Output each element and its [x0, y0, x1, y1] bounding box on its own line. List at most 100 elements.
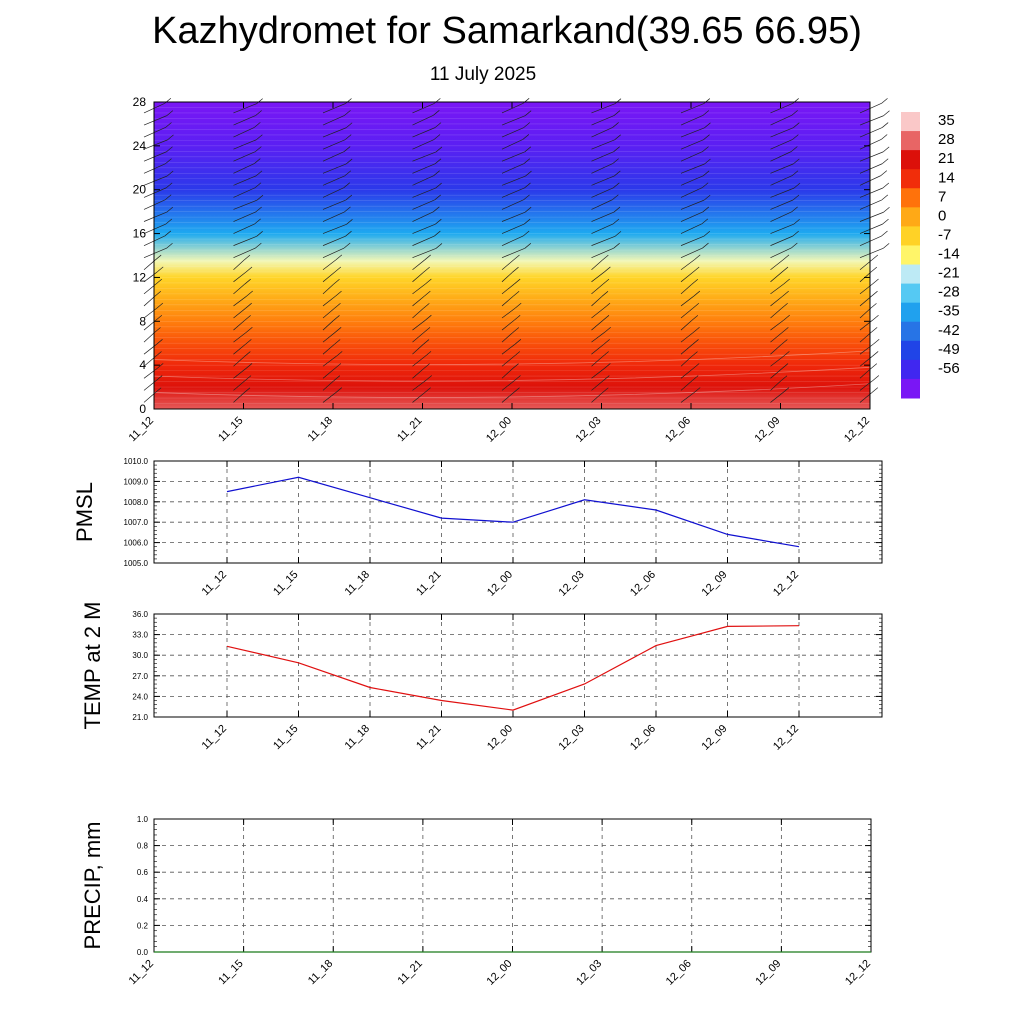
- colorbar-label: 28: [938, 131, 955, 148]
- wind-barb: [680, 266, 700, 283]
- colorbar-swatch: [901, 188, 920, 208]
- y-tick-label: 24: [133, 139, 147, 153]
- wind-barb: [680, 182, 709, 198]
- barb-flag: [423, 363, 430, 369]
- barb-shaft: [322, 199, 346, 210]
- colorbar-label: -21: [938, 265, 960, 282]
- wind-barb: [322, 219, 353, 234]
- wind-barb: [680, 387, 701, 403]
- barb-flag: [256, 134, 263, 141]
- barb-flag: [604, 326, 611, 333]
- barb-shaft: [233, 307, 246, 319]
- barb-flag: [164, 194, 172, 201]
- barb-shaft: [233, 235, 257, 246]
- barb-flag: [613, 110, 621, 116]
- colorbar-swatch: [901, 207, 920, 227]
- wind-barb: [233, 351, 251, 367]
- wind-barb: [680, 254, 701, 271]
- barb-flag: [345, 98, 352, 104]
- barb-flag: [604, 266, 611, 273]
- wind-barb: [501, 194, 530, 210]
- wind-barb: [143, 122, 172, 138]
- wind-barb: [501, 266, 519, 283]
- wind-barb: [501, 254, 520, 271]
- barb-shaft: [233, 259, 245, 271]
- barb-shaft: [770, 271, 783, 283]
- barb-shaft: [412, 151, 437, 162]
- y-axis-title: TEMP at 2 M: [80, 602, 105, 730]
- wind-barb: [591, 206, 621, 222]
- barb-shaft: [680, 392, 695, 403]
- barb-shaft: [322, 356, 337, 367]
- barb-shaft: [322, 368, 336, 379]
- barb-flag: [433, 110, 440, 116]
- barb-flag: [523, 158, 531, 164]
- barb-flag: [880, 170, 888, 176]
- barb-shaft: [770, 308, 782, 319]
- barb-flag: [792, 194, 800, 201]
- barb-shaft: [680, 380, 693, 391]
- y-tick-label: 1.0: [137, 815, 149, 824]
- y-tick-label: 0.2: [137, 921, 149, 930]
- barb-flag: [435, 218, 442, 225]
- x-tick-label: 12_09: [700, 569, 730, 599]
- barb-flag: [255, 170, 263, 177]
- barb-flag: [522, 230, 530, 237]
- wind-barb: [591, 326, 611, 343]
- y-tick-label: 1008.0: [124, 498, 149, 507]
- barb-flag: [693, 254, 701, 261]
- wind-barb: [501, 134, 530, 150]
- barb-flag: [693, 387, 701, 393]
- barb-flag: [701, 182, 709, 188]
- barb-flag: [702, 206, 710, 213]
- surface-contour: [153, 383, 871, 398]
- barb-flag: [523, 122, 531, 128]
- x-tick-label: 12_06: [628, 569, 658, 599]
- barb-shaft: [322, 295, 336, 307]
- x-tick-label: 11_15: [271, 723, 301, 753]
- barb-shaft: [412, 163, 436, 174]
- barb-shaft: [680, 139, 704, 150]
- barb-flag: [344, 110, 351, 116]
- barb-shaft: [143, 307, 158, 319]
- barb-flag: [703, 98, 711, 104]
- barb-shaft: [412, 259, 425, 271]
- wind-barb: [412, 327, 431, 343]
- wind-barb: [143, 158, 172, 174]
- wind-barb: [680, 339, 699, 355]
- barb-flag: [604, 363, 611, 369]
- wind-barb: [591, 254, 609, 271]
- barb-shaft: [501, 115, 526, 126]
- barb-shaft: [322, 139, 346, 150]
- x-tick-label: 12_12: [843, 958, 873, 988]
- barb-flag: [781, 303, 788, 309]
- barb-shaft: [680, 344, 693, 355]
- wind-barb: [412, 339, 430, 355]
- wind-barb: [322, 146, 351, 162]
- barb-flag: [872, 339, 880, 345]
- colorbar-swatch: [901, 283, 920, 304]
- line-panel: 21.0 24.0 27.0 30.0 33.0 36.0 11_12 11_15 11_18 1…: [80, 602, 883, 753]
- wind-barb: [859, 122, 889, 138]
- barb-flag: [246, 290, 253, 297]
- barb-shaft: [680, 259, 695, 271]
- wind-barb: [591, 242, 620, 259]
- wind-barb: [412, 387, 431, 403]
- barb-flag: [244, 351, 251, 357]
- barb-shaft: [322, 284, 334, 295]
- wind-barb: [680, 110, 710, 126]
- barb-flag: [514, 375, 521, 381]
- barb-flag: [870, 303, 877, 309]
- wind-barb: [412, 351, 432, 367]
- panel-frame: [153, 460, 883, 564]
- barb-shaft: [591, 307, 605, 319]
- colorbar-swatch: [901, 112, 920, 132]
- wind-barb: [143, 218, 173, 234]
- barb-shaft: [501, 368, 513, 379]
- barb-shaft: [233, 151, 256, 162]
- wind-barb: [233, 194, 264, 210]
- barb-shaft: [859, 332, 872, 343]
- wind-barb: [680, 351, 698, 367]
- barb-shaft: [412, 248, 437, 259]
- x-tick-label: 11_12: [200, 723, 230, 753]
